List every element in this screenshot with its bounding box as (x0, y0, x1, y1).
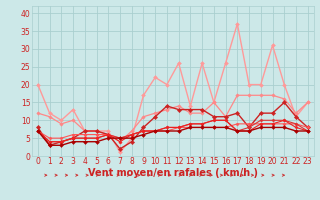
X-axis label: Vent moyen/en rafales ( km/h ): Vent moyen/en rafales ( km/h ) (88, 168, 258, 178)
